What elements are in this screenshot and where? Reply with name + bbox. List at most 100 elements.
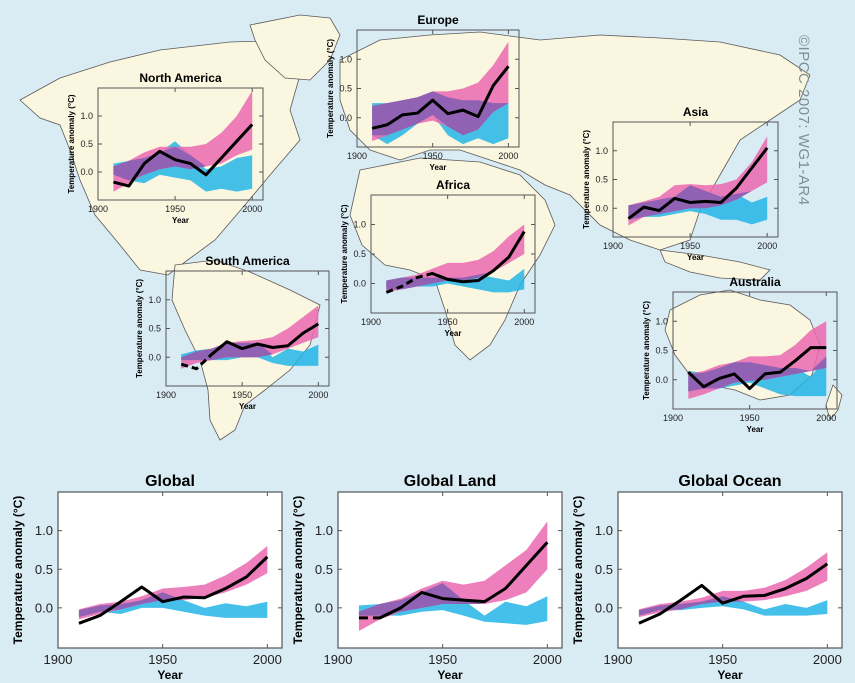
x-axis-label: Year	[437, 668, 463, 682]
y-tick-label: 0.5	[80, 139, 93, 149]
plot-area	[371, 41, 510, 145]
panel-global-ocean: 0.0 0.5 1.0 1900 1950 2000 Global Ocean Year Tem…	[571, 473, 843, 682]
panel-title: Global Ocean	[678, 473, 781, 490]
observed-line	[78, 555, 269, 625]
y-tick-label: 0.0	[148, 352, 161, 362]
panel-global-land: 0.0 0.5 1.0 1900 1950 2000 Global Land Year Temp…	[291, 473, 563, 682]
band-overlap	[638, 580, 828, 616]
plot-area	[358, 521, 549, 632]
x-tick-label: 2000	[498, 151, 518, 161]
y-tick-label: 1.0	[339, 54, 352, 64]
x-tick-label: 2000	[514, 317, 534, 327]
x-tick-label: 2000	[533, 652, 562, 667]
observed-line	[210, 322, 320, 356]
x-tick-label: 2000	[813, 652, 842, 667]
y-tick-label: 0.0	[353, 279, 366, 289]
panel-title: North America	[139, 71, 222, 85]
panel-europe: 0.0 0.5 1.0 1900 1950 2000 Europe Year Temperatu…	[326, 13, 520, 172]
panel-title: Australia	[729, 275, 781, 289]
y-tick-label: 0.0	[595, 600, 613, 615]
x-tick-label: 1950	[165, 204, 185, 214]
panel-global: 0.0 0.5 1.0 1900 1950 2000 Global Year Temperatu…	[11, 473, 283, 682]
panel-south-america: 0.0 0.5 1.0 1900 1950 2000 South America Year Te…	[135, 254, 330, 411]
y-tick-label: 1.0	[595, 146, 608, 156]
x-tick-label: 1900	[88, 204, 108, 214]
x-tick-label: 2000	[242, 204, 262, 214]
observed-line	[627, 146, 769, 220]
y-tick-label: 0.5	[339, 84, 352, 94]
y-tick-label: 0.5	[35, 562, 53, 577]
x-tick-label: 1900	[324, 652, 353, 667]
x-axis-label: Year	[172, 216, 189, 225]
y-tick-label: 1.0	[315, 523, 333, 538]
x-axis-label: Year	[717, 668, 743, 682]
x-tick-label: 2000	[816, 413, 836, 423]
world-map	[19, 14, 843, 441]
plot-area	[627, 136, 769, 226]
y-axis-label: Temperature anomaly (°C)	[340, 204, 349, 303]
landmass-greenland	[249, 14, 341, 81]
x-tick-label: 1900	[603, 241, 623, 251]
panel-title: Asia	[683, 105, 709, 119]
plot-area	[687, 321, 827, 400]
y-tick-label: 0.0	[339, 113, 352, 123]
y-tick-label: 0.0	[315, 600, 333, 615]
x-tick-label: 1900	[44, 652, 73, 667]
x-tick-label: 2000	[253, 652, 282, 667]
y-axis-label: Temperature anomaly (°C)	[326, 39, 335, 138]
band-natural-forcings	[78, 592, 268, 618]
x-tick-label: 1900	[361, 317, 381, 327]
y-axis-label: Temperature anomaly (°C)	[582, 130, 591, 229]
x-tick-label: 2000	[757, 241, 777, 251]
y-tick-label: 1.0	[655, 316, 668, 326]
plot-area	[78, 546, 269, 625]
plot-area	[385, 224, 526, 294]
y-tick-label: 0.5	[595, 175, 608, 185]
panel-australia: 0.0 0.5 1.0 1900 1950 2000 Australia Year Temper…	[642, 275, 838, 434]
landmass-new-zealand	[825, 384, 843, 421]
chart-panels: 0.0 0.5 1.0 1900 1950 2000 North America Year Te…	[11, 13, 843, 682]
band-overlap	[386, 254, 525, 290]
y-axis-label: Temperature anomaly (°C)	[642, 301, 651, 400]
x-tick-label: 1950	[232, 390, 252, 400]
x-tick-label: 1950	[680, 241, 700, 251]
band-overlap	[78, 573, 268, 618]
x-tick-label: 1900	[604, 652, 633, 667]
x-tick-label: 1900	[347, 151, 367, 161]
y-tick-label: 0.5	[595, 562, 613, 577]
y-axis-label: Temperature anomaly (°C)	[11, 496, 25, 645]
band-overlap	[181, 337, 319, 361]
x-tick-label: 1950	[708, 652, 737, 667]
panel-title: Global	[145, 473, 195, 490]
y-tick-label: 1.0	[148, 295, 161, 305]
landmass-africa	[349, 157, 556, 361]
y-tick-label: 0.5	[353, 249, 366, 259]
x-tick-label: 1900	[663, 413, 683, 423]
plot-area	[113, 90, 254, 192]
y-tick-label: 1.0	[80, 111, 93, 121]
y-tick-label: 1.0	[35, 523, 53, 538]
observed-line	[113, 123, 254, 188]
band-natural-anthropogenic-forcings	[78, 546, 268, 620]
x-tick-label: 1950	[148, 652, 177, 667]
x-axis-label: Year	[747, 425, 764, 434]
plot-area	[638, 552, 829, 625]
panel-asia: 0.0 0.5 1.0 1900 1950 2000 Asia Year Temperature…	[582, 105, 779, 262]
x-axis-label: Year	[157, 668, 183, 682]
ipcc-credit: ©IPCC 2007: WG1-AR4	[795, 35, 812, 206]
panel-title: Europe	[417, 13, 459, 27]
x-tick-label: 1950	[740, 413, 760, 423]
band-natural-anthropogenic-forcings	[638, 552, 828, 618]
plot-area	[180, 305, 320, 371]
y-tick-label: 0.0	[595, 203, 608, 213]
band-overlap	[372, 91, 509, 136]
y-axis-label: Temperature anomaly (°C)	[135, 279, 144, 378]
x-tick-label: 1950	[423, 151, 443, 161]
panel-title: South America	[205, 254, 290, 268]
x-tick-label: 1950	[428, 652, 457, 667]
panel-title: Africa	[436, 178, 470, 192]
landmass-indonesia	[659, 249, 771, 281]
panel-north-america: 0.0 0.5 1.0 1900 1950 2000 North America Year Te…	[67, 71, 264, 225]
y-axis-label: Temperature anomaly (°C)	[571, 496, 585, 645]
